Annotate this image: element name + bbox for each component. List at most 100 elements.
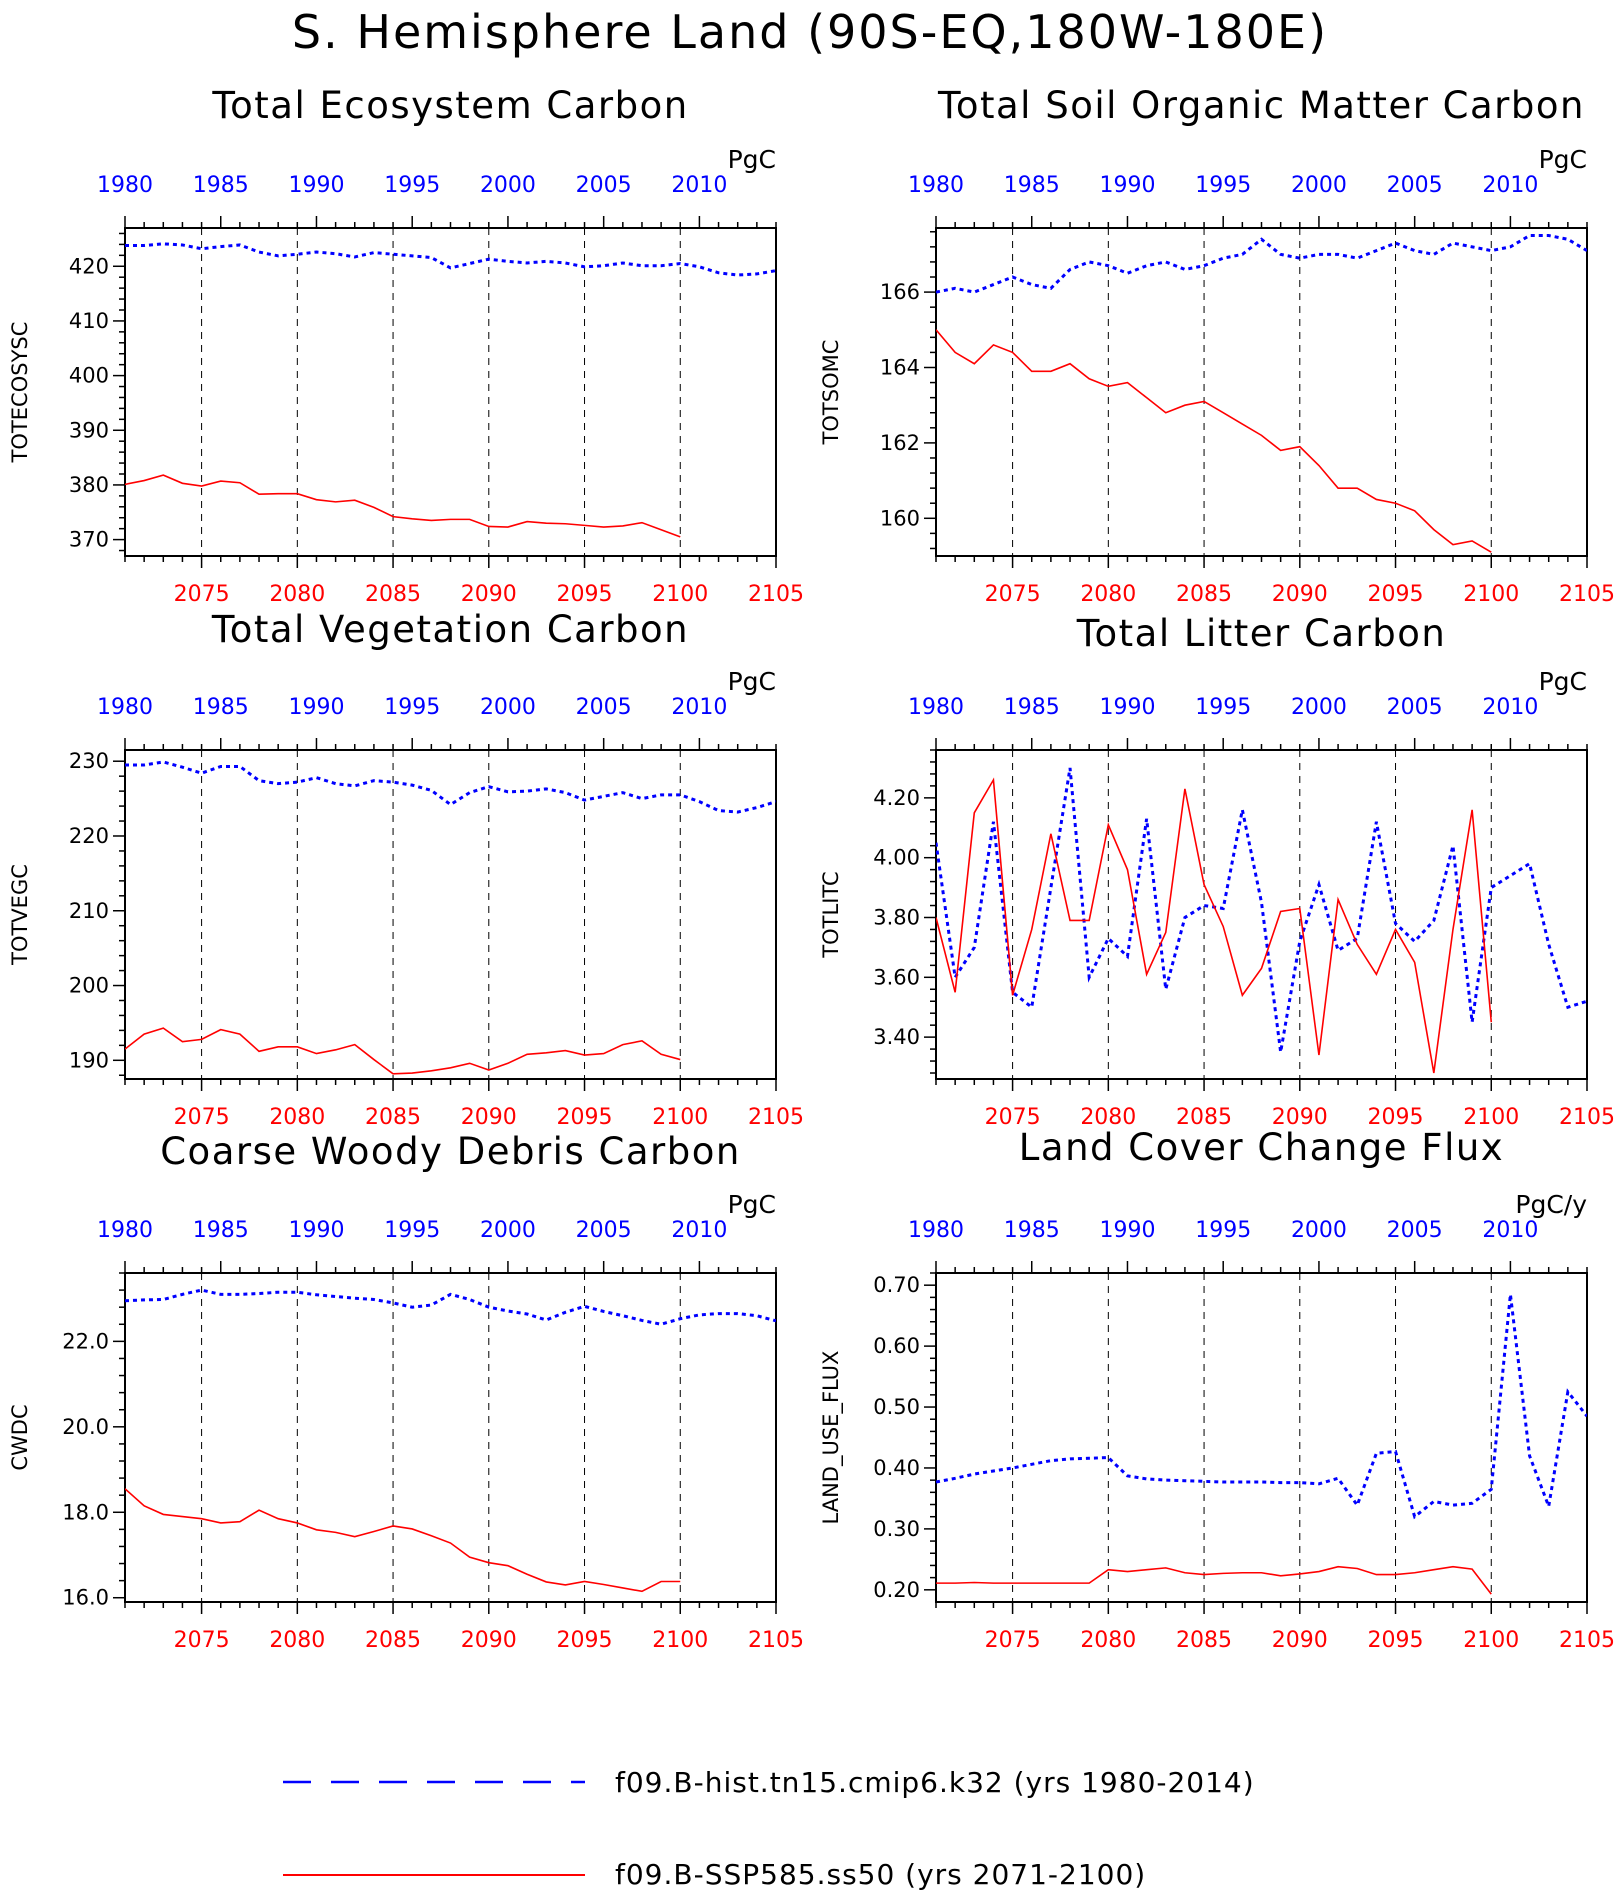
top-axis-tick-label: 2000 — [1291, 173, 1347, 198]
y-axis-tick-label: 370 — [69, 528, 109, 552]
top-axis-tick-label: 1980 — [97, 1218, 153, 1243]
hist-series-line — [936, 1294, 1587, 1520]
bottom-axis-tick-label: 2100 — [1463, 1628, 1519, 1653]
top-axis-tick-label: 1995 — [1195, 173, 1251, 198]
top-axis-tick-label: 1990 — [1099, 695, 1155, 720]
unit-label: PgC — [1539, 667, 1587, 696]
top-axis-tick-label: 2010 — [1482, 1218, 1538, 1243]
bottom-axis-tick-label: 2075 — [985, 582, 1041, 607]
unit-label: PgC/y — [1515, 1190, 1587, 1219]
top-axis-tick-label: 2010 — [671, 173, 727, 198]
top-axis-tick-label: 1985 — [1004, 173, 1060, 198]
bottom-axis-tick-label: 2085 — [365, 1628, 421, 1653]
panel-title: Total Litter Carbon — [1076, 612, 1447, 655]
top-axis-tick-label: 2010 — [671, 695, 727, 720]
top-axis-tick-label: 1980 — [908, 1218, 964, 1243]
y-axis-tick-label: 3.40 — [873, 1025, 920, 1049]
hist-series-line — [125, 242, 776, 277]
y-axis-tick-label: 3.60 — [873, 965, 920, 989]
top-axis-tick-label: 1990 — [288, 1218, 344, 1243]
top-axis-tick-label: 2000 — [480, 173, 536, 198]
y-axis-tick-label: 16.0 — [62, 1586, 109, 1610]
bottom-axis-tick-label: 2090 — [461, 1628, 517, 1653]
bottom-axis-tick-label: 2080 — [1080, 582, 1136, 607]
top-axis-tick-label: 1990 — [288, 173, 344, 198]
y-axis-tick-label: 162 — [880, 431, 920, 455]
bottom-axis-tick-label: 2095 — [557, 1105, 613, 1130]
bottom-axis-tick-label: 2085 — [1176, 1628, 1232, 1653]
plot-frame — [935, 749, 1588, 1080]
chart-panel: Coarse Woody Debris Carbon PgC CWDC 2075 208… — [8, 1130, 804, 1653]
main-title: S. Hemisphere Land (90S-EQ,180W-180E) — [292, 5, 1328, 59]
chart-panel: Land Cover Change Flux PgC/y LAND_USE_FLUX… — [819, 1126, 1615, 1653]
panels: Total Ecosystem Carbon PgC TOTECOSYSC 2075 2… — [8, 84, 1615, 1653]
bottom-axis-tick-label: 2100 — [652, 1105, 708, 1130]
y-axis-tick-label: 230 — [69, 749, 109, 773]
ssp-series-line — [125, 1027, 681, 1075]
top-axis-tick-label: 1980 — [97, 695, 153, 720]
bottom-axis-tick-label: 2105 — [748, 1105, 804, 1130]
top-axis-tick-label: 1990 — [288, 695, 344, 720]
plot-frame — [935, 227, 1588, 557]
y-axis-tick-label: 200 — [69, 974, 109, 998]
top-axis-tick-label: 1990 — [1099, 1218, 1155, 1243]
ssp-series-line — [125, 474, 681, 538]
y-axis-tick-label: 220 — [69, 824, 109, 848]
y-axis-label: TOTECOSYSC — [8, 322, 32, 464]
top-axis-tick-label: 2005 — [576, 173, 632, 198]
bottom-axis-tick-label: 2090 — [1272, 1628, 1328, 1653]
hist-series-line — [125, 1288, 776, 1326]
bottom-axis-tick-label: 2080 — [269, 1628, 325, 1653]
bottom-axis-tick-label: 2080 — [1080, 1105, 1136, 1130]
hist-series-line — [936, 234, 1587, 294]
top-axis-tick-label: 2000 — [480, 1218, 536, 1243]
bottom-axis-tick-label: 2100 — [1463, 1105, 1519, 1130]
top-axis-tick-label: 1990 — [1099, 173, 1155, 198]
top-axis-tick-label: 2000 — [1291, 695, 1347, 720]
hist-series-line — [125, 760, 776, 814]
bottom-axis-tick-label: 2105 — [1559, 582, 1615, 607]
top-axis-tick-label: 2010 — [671, 1218, 727, 1243]
ssp-series-line — [125, 1488, 681, 1593]
unit-label: PgC — [728, 145, 776, 174]
panel-title: Total Ecosystem Carbon — [211, 84, 688, 127]
bottom-axis-tick-label: 2085 — [365, 582, 421, 607]
bottom-axis-tick-label: 2075 — [174, 1105, 230, 1130]
bottom-axis-tick-label: 2080 — [1080, 1628, 1136, 1653]
top-axis-tick-label: 2010 — [1482, 173, 1538, 198]
bottom-axis-tick-label: 2085 — [365, 1105, 421, 1130]
bottom-axis-tick-label: 2075 — [174, 1628, 230, 1653]
top-axis-tick-label: 1985 — [193, 695, 249, 720]
top-axis-tick-label: 2005 — [1387, 1218, 1443, 1243]
y-axis-tick-label: 210 — [69, 899, 109, 923]
bottom-axis-tick-label: 2075 — [174, 582, 230, 607]
ssp-series-line — [936, 1565, 1492, 1595]
y-axis-label: CWDC — [8, 1404, 32, 1470]
legend-hist-label: f09.B-hist.tn15.cmip6.k32 (yrs 1980-2014… — [615, 1766, 1255, 1799]
bottom-axis-tick-label: 2100 — [652, 1628, 708, 1653]
y-axis-tick-label: 0.40 — [873, 1456, 920, 1480]
top-axis-tick-label: 1995 — [384, 1218, 440, 1243]
top-axis-tick-label: 2005 — [576, 1218, 632, 1243]
y-axis-label: TOTLITC — [819, 871, 843, 958]
y-axis-label: LAND_USE_FLUX — [819, 1351, 844, 1525]
y-axis-tick-label: 18.0 — [62, 1500, 109, 1524]
y-axis-tick-label: 0.20 — [873, 1578, 920, 1602]
bottom-axis-tick-label: 2100 — [652, 582, 708, 607]
y-axis-label: TOTSOMC — [819, 340, 843, 446]
y-axis-tick-label: 400 — [69, 364, 109, 388]
y-axis-tick-label: 164 — [880, 355, 920, 379]
y-axis-tick-label: 166 — [880, 280, 920, 304]
bottom-axis-tick-label: 2090 — [461, 1105, 517, 1130]
y-axis-tick-label: 0.60 — [873, 1334, 920, 1358]
top-axis-tick-label: 1980 — [97, 173, 153, 198]
y-axis-tick-label: 0.50 — [873, 1395, 920, 1419]
y-axis-label: TOTVEGC — [8, 864, 32, 966]
bottom-axis-tick-label: 2090 — [461, 582, 517, 607]
y-axis-tick-label: 0.30 — [873, 1517, 920, 1541]
top-axis-tick-label: 2000 — [480, 695, 536, 720]
top-axis-tick-label: 1995 — [384, 695, 440, 720]
y-axis-tick-label: 3.80 — [873, 905, 920, 929]
bottom-axis-tick-label: 2075 — [985, 1628, 1041, 1653]
bottom-axis-tick-label: 2090 — [1272, 1105, 1328, 1130]
